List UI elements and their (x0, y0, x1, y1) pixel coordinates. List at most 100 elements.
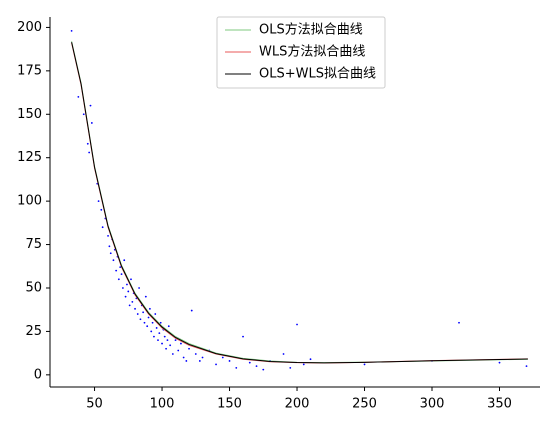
scatter-point (302, 363, 305, 366)
y-tick-label: 0 (34, 367, 42, 382)
scatter-point (136, 313, 139, 315)
scatter-point (101, 226, 104, 229)
scatter-point (128, 304, 131, 307)
x-tick-label: 250 (352, 397, 377, 412)
scatter-point (150, 330, 153, 333)
scatter-point (190, 309, 193, 312)
scatter-point (458, 321, 460, 324)
fit-line (71, 42, 528, 364)
scatter-point (158, 332, 161, 335)
fit-line (71, 42, 528, 364)
scatter-point (109, 252, 112, 255)
scatter-point (498, 361, 501, 364)
scatter-point (221, 356, 224, 359)
y-tick-label: 125 (17, 150, 42, 165)
scatter-point (151, 321, 154, 324)
scatter-point (142, 311, 145, 314)
scatter-point (117, 278, 120, 281)
scatter-point (194, 353, 197, 355)
scatter-point (148, 307, 151, 310)
y-tick-label: 100 (17, 194, 42, 209)
x-tick-label: 50 (86, 397, 103, 412)
scatter-point (100, 208, 103, 211)
scatter-point (146, 325, 149, 328)
scatter-point (77, 96, 80, 98)
scatter-point (215, 363, 217, 366)
scatter-point (124, 295, 127, 298)
scatter-point (108, 245, 111, 248)
scatter-point (70, 29, 73, 32)
scatter-point (163, 335, 166, 338)
scatter-point (248, 361, 251, 364)
x-tick-label: 300 (420, 397, 445, 412)
scatter-point (159, 321, 162, 324)
scatter-point (88, 151, 91, 154)
scatter-point (296, 323, 298, 326)
scatter-point (134, 307, 136, 310)
scatter-point (143, 321, 146, 324)
scatter-point (167, 325, 170, 328)
scatter-point (185, 360, 188, 362)
scatter-point (235, 366, 238, 369)
scatter-point (201, 356, 204, 359)
x-tick-label: 100 (150, 397, 175, 412)
scatter-point (262, 368, 265, 371)
scatter-point (182, 356, 185, 359)
scatter-point (198, 360, 201, 362)
scatter-point (144, 295, 147, 298)
scatter-point (127, 290, 130, 293)
scatter-point (107, 234, 109, 237)
scatter-point (166, 339, 169, 341)
scatter-point (154, 313, 157, 315)
scatter-point (174, 339, 177, 341)
scatter-point (97, 200, 100, 203)
scatter-point (165, 347, 167, 350)
legend-label: OLS+WLS拟合曲线 (259, 67, 376, 82)
scatter-point (138, 287, 140, 289)
x-tick-label: 150 (217, 397, 242, 412)
scatter-point (89, 104, 92, 107)
scatter-point (525, 365, 528, 368)
scatter-point (171, 353, 174, 355)
scatter-point (177, 349, 180, 352)
scatter-point (82, 113, 85, 116)
scatter-point (363, 363, 366, 366)
scatter-point (112, 259, 115, 262)
scatter-point (139, 318, 142, 321)
scatter-point (157, 339, 159, 341)
scatter-point (242, 335, 244, 338)
scatter-point (169, 344, 172, 347)
legend (216, 16, 386, 89)
scatter-point (123, 259, 126, 262)
x-tick-label: 200 (285, 397, 310, 412)
scatter-point (86, 142, 89, 145)
scatter-point (90, 122, 93, 124)
legend-label: OLS方法拟合曲线 (259, 22, 363, 38)
scatter-point (115, 269, 118, 272)
scatter-point (180, 342, 182, 345)
y-tick-label: 200 (17, 20, 42, 35)
scatter-point (161, 342, 163, 345)
y-tick-label: 75 (25, 237, 42, 252)
scatter-point (126, 283, 128, 286)
x-tick-label: 350 (487, 397, 512, 412)
scatter-point (119, 266, 122, 269)
scatter-point (120, 273, 123, 275)
y-tick-label: 50 (25, 280, 42, 295)
scatter-point (147, 316, 150, 319)
scatter-point (131, 300, 134, 303)
scatter-point (289, 366, 292, 369)
scatter-point (188, 347, 190, 350)
y-tick-label: 175 (17, 63, 42, 78)
scatter-point (130, 278, 132, 281)
scatter-point (282, 353, 285, 355)
scatter-point (121, 287, 124, 289)
y-tick-label: 25 (25, 324, 42, 339)
legend-label: WLS方法拟合曲线 (259, 44, 365, 60)
scatter-point (309, 358, 312, 361)
scatter-point (155, 327, 158, 329)
scatter-point (255, 365, 258, 368)
fit-line (71, 41, 528, 364)
scatter-point (228, 360, 231, 362)
